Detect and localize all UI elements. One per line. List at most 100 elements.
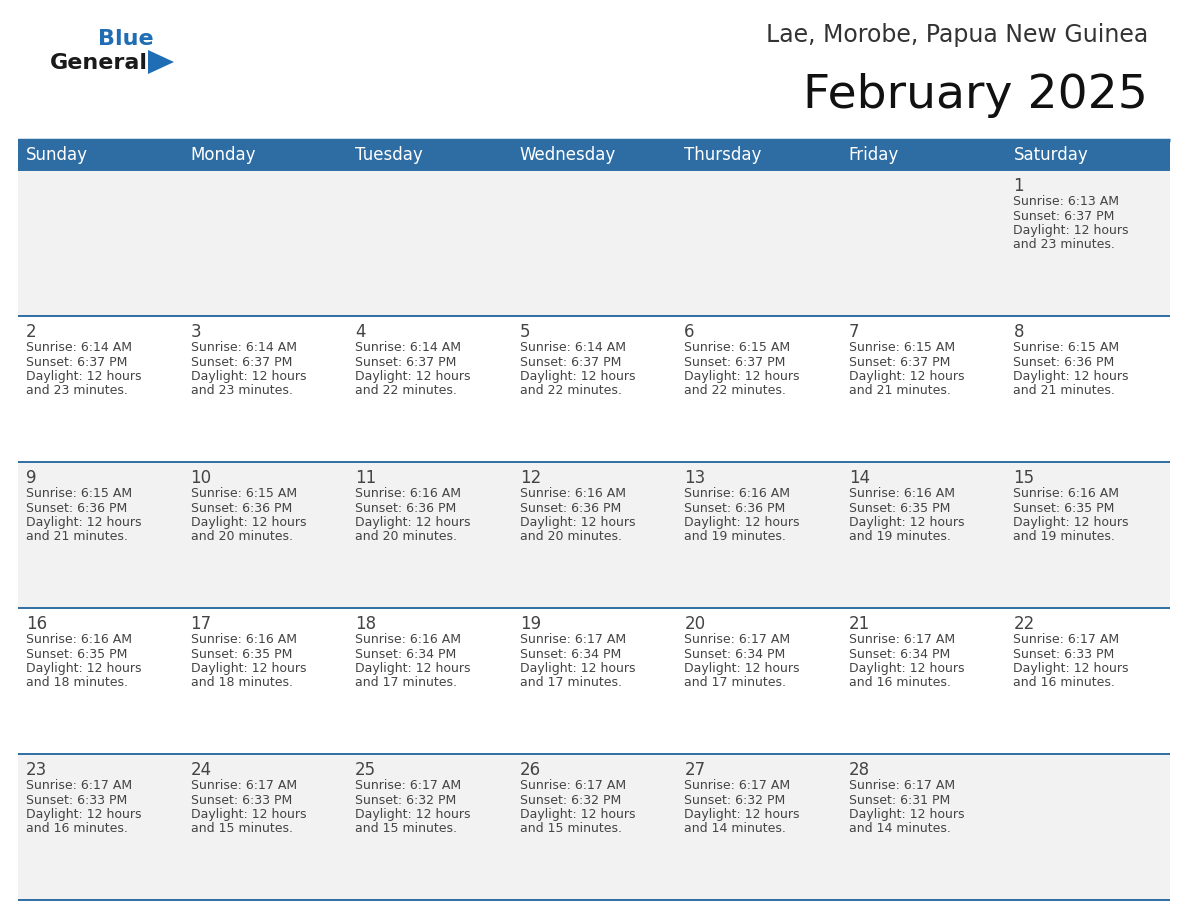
Text: Sunrise: 6:16 AM: Sunrise: 6:16 AM <box>849 487 955 500</box>
Text: 6: 6 <box>684 323 695 341</box>
Text: Sunrise: 6:16 AM: Sunrise: 6:16 AM <box>190 633 297 646</box>
Text: Sunset: 6:33 PM: Sunset: 6:33 PM <box>26 793 127 807</box>
Text: Sunset: 6:32 PM: Sunset: 6:32 PM <box>519 793 621 807</box>
Text: Sunrise: 6:15 AM: Sunrise: 6:15 AM <box>684 341 790 354</box>
Text: and 19 minutes.: and 19 minutes. <box>684 531 786 543</box>
Text: Sunrise: 6:15 AM: Sunrise: 6:15 AM <box>190 487 297 500</box>
Text: and 14 minutes.: and 14 minutes. <box>849 823 950 835</box>
Text: 27: 27 <box>684 761 706 779</box>
Text: and 20 minutes.: and 20 minutes. <box>519 531 621 543</box>
Text: Daylight: 12 hours: Daylight: 12 hours <box>190 662 307 675</box>
Text: Sunrise: 6:15 AM: Sunrise: 6:15 AM <box>849 341 955 354</box>
Text: Sunrise: 6:17 AM: Sunrise: 6:17 AM <box>849 633 955 646</box>
Text: Sunrise: 6:16 AM: Sunrise: 6:16 AM <box>355 487 461 500</box>
Text: Sunrise: 6:16 AM: Sunrise: 6:16 AM <box>26 633 132 646</box>
Text: and 15 minutes.: and 15 minutes. <box>519 823 621 835</box>
Text: and 21 minutes.: and 21 minutes. <box>1013 385 1116 397</box>
Text: Sunset: 6:31 PM: Sunset: 6:31 PM <box>849 793 950 807</box>
Text: Monday: Monday <box>190 146 257 164</box>
Text: Sunrise: 6:14 AM: Sunrise: 6:14 AM <box>190 341 297 354</box>
Text: Daylight: 12 hours: Daylight: 12 hours <box>355 808 470 821</box>
Text: Daylight: 12 hours: Daylight: 12 hours <box>684 808 800 821</box>
Text: Daylight: 12 hours: Daylight: 12 hours <box>1013 516 1129 529</box>
Text: Sunrise: 6:17 AM: Sunrise: 6:17 AM <box>519 633 626 646</box>
Text: Saturday: Saturday <box>1013 146 1088 164</box>
Bar <box>18 140 183 170</box>
Bar <box>347 140 512 170</box>
Text: 3: 3 <box>190 323 201 341</box>
Text: 13: 13 <box>684 469 706 487</box>
Text: Daylight: 12 hours: Daylight: 12 hours <box>519 516 636 529</box>
Text: Daylight: 12 hours: Daylight: 12 hours <box>1013 224 1129 237</box>
Text: Sunset: 6:33 PM: Sunset: 6:33 PM <box>1013 647 1114 660</box>
Polygon shape <box>148 50 173 74</box>
Text: and 22 minutes.: and 22 minutes. <box>355 385 457 397</box>
Text: Daylight: 12 hours: Daylight: 12 hours <box>355 662 470 675</box>
Text: Sunset: 6:34 PM: Sunset: 6:34 PM <box>684 647 785 660</box>
Text: Sunrise: 6:17 AM: Sunrise: 6:17 AM <box>684 779 790 792</box>
Text: 28: 28 <box>849 761 870 779</box>
Text: and 15 minutes.: and 15 minutes. <box>355 823 457 835</box>
Text: Blue: Blue <box>97 29 153 49</box>
Text: 25: 25 <box>355 761 377 779</box>
Text: and 22 minutes.: and 22 minutes. <box>684 385 786 397</box>
Text: Sunset: 6:37 PM: Sunset: 6:37 PM <box>1013 209 1114 222</box>
Text: Daylight: 12 hours: Daylight: 12 hours <box>190 808 307 821</box>
Text: Sunrise: 6:17 AM: Sunrise: 6:17 AM <box>355 779 461 792</box>
Text: 8: 8 <box>1013 323 1024 341</box>
Text: Sunset: 6:35 PM: Sunset: 6:35 PM <box>190 647 292 660</box>
Text: and 16 minutes.: and 16 minutes. <box>849 677 950 689</box>
Bar <box>18 462 1170 608</box>
Text: Daylight: 12 hours: Daylight: 12 hours <box>519 662 636 675</box>
Bar <box>18 316 1170 462</box>
Text: and 21 minutes.: and 21 minutes. <box>849 385 950 397</box>
Text: Sunrise: 6:14 AM: Sunrise: 6:14 AM <box>519 341 626 354</box>
Text: 9: 9 <box>26 469 37 487</box>
Text: Sunset: 6:37 PM: Sunset: 6:37 PM <box>684 355 785 368</box>
Text: 20: 20 <box>684 615 706 633</box>
Text: 12: 12 <box>519 469 541 487</box>
Text: Daylight: 12 hours: Daylight: 12 hours <box>355 516 470 529</box>
Text: Sunset: 6:36 PM: Sunset: 6:36 PM <box>1013 355 1114 368</box>
Text: Sunset: 6:36 PM: Sunset: 6:36 PM <box>519 501 621 514</box>
Text: Daylight: 12 hours: Daylight: 12 hours <box>849 370 965 383</box>
Text: 23: 23 <box>26 761 48 779</box>
Text: 21: 21 <box>849 615 870 633</box>
Text: 4: 4 <box>355 323 366 341</box>
Text: Sunrise: 6:16 AM: Sunrise: 6:16 AM <box>684 487 790 500</box>
Text: Sunrise: 6:17 AM: Sunrise: 6:17 AM <box>1013 633 1119 646</box>
Text: and 20 minutes.: and 20 minutes. <box>190 531 292 543</box>
Text: and 18 minutes.: and 18 minutes. <box>190 677 292 689</box>
Text: and 16 minutes.: and 16 minutes. <box>1013 677 1116 689</box>
Bar <box>18 754 1170 900</box>
Text: Sunset: 6:37 PM: Sunset: 6:37 PM <box>849 355 950 368</box>
Text: Sunset: 6:35 PM: Sunset: 6:35 PM <box>26 647 127 660</box>
Text: Sunrise: 6:17 AM: Sunrise: 6:17 AM <box>684 633 790 646</box>
Text: 10: 10 <box>190 469 211 487</box>
Text: Sunrise: 6:13 AM: Sunrise: 6:13 AM <box>1013 195 1119 208</box>
Text: and 19 minutes.: and 19 minutes. <box>849 531 950 543</box>
Text: Sunset: 6:34 PM: Sunset: 6:34 PM <box>355 647 456 660</box>
Text: Sunset: 6:36 PM: Sunset: 6:36 PM <box>684 501 785 514</box>
Text: Sunset: 6:37 PM: Sunset: 6:37 PM <box>190 355 292 368</box>
Text: Sunrise: 6:14 AM: Sunrise: 6:14 AM <box>355 341 461 354</box>
Bar <box>18 170 1170 316</box>
Text: and 18 minutes.: and 18 minutes. <box>26 677 128 689</box>
Text: Sunrise: 6:16 AM: Sunrise: 6:16 AM <box>519 487 626 500</box>
Text: Sunset: 6:36 PM: Sunset: 6:36 PM <box>355 501 456 514</box>
Text: Sunset: 6:37 PM: Sunset: 6:37 PM <box>26 355 127 368</box>
Text: Sunset: 6:36 PM: Sunset: 6:36 PM <box>190 501 292 514</box>
Text: Sunset: 6:37 PM: Sunset: 6:37 PM <box>355 355 456 368</box>
Bar <box>676 140 841 170</box>
Text: and 17 minutes.: and 17 minutes. <box>355 677 457 689</box>
Text: Daylight: 12 hours: Daylight: 12 hours <box>355 370 470 383</box>
Text: Daylight: 12 hours: Daylight: 12 hours <box>684 516 800 529</box>
Bar <box>1005 140 1170 170</box>
Text: Sunset: 6:32 PM: Sunset: 6:32 PM <box>355 793 456 807</box>
Text: and 22 minutes.: and 22 minutes. <box>519 385 621 397</box>
Text: Sunrise: 6:17 AM: Sunrise: 6:17 AM <box>519 779 626 792</box>
Text: 24: 24 <box>190 761 211 779</box>
Text: Sunrise: 6:15 AM: Sunrise: 6:15 AM <box>26 487 132 500</box>
Text: General: General <box>50 53 148 73</box>
Text: Sunrise: 6:14 AM: Sunrise: 6:14 AM <box>26 341 132 354</box>
